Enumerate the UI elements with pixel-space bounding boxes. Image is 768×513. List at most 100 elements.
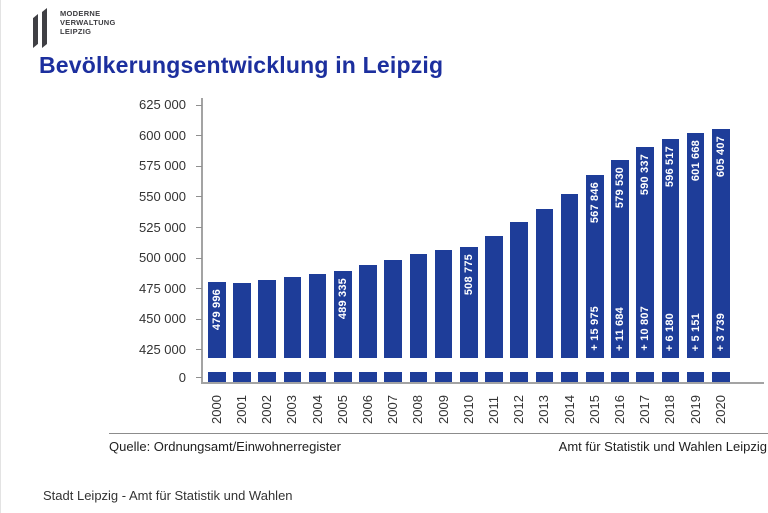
bar-stub-2004 [308,372,327,382]
bar-value-label: 579 530 [613,167,626,209]
x-axis-label-2004: 2004 [309,395,325,424]
source-right-text: Amt für Statistik und Wahlen Leipzig [558,439,767,454]
bar-stub-2017 [636,372,654,382]
y-axis-tick-mark [196,165,202,167]
y-axis-tick-mark [196,349,202,351]
x-axis-label-2018: 2018 [662,395,678,424]
bar-2006 [359,264,377,358]
bar-stub-2006 [359,372,377,382]
bar-value-label: 590 337 [639,154,652,196]
bar-stub-2007 [384,372,402,382]
y-axis-tick-mark [196,318,202,320]
x-axis-label-2011: 2011 [485,396,501,424]
bar-value-label: 601 668 [689,140,702,182]
bar-2017: 590 337 + 10 807 [636,147,654,358]
y-axis-tick-mark [196,135,202,137]
y-axis-tick-mark [196,377,202,378]
y-axis-tick-mark [196,227,202,229]
bar-value-label: 605 407 [714,135,727,177]
bar-stub-2002 [258,372,276,382]
bar-stub-2008 [409,372,428,382]
x-axis-label-2015: 2015 [586,395,602,424]
bar-2015: 567 846 + 15 975 [586,174,604,358]
bar-2007 [384,260,402,358]
page-title: Bevölkerungsentwicklung in Leipzig [39,52,444,78]
bar-delta-label: + 15 975 [588,306,601,351]
bar-delta-label: + 5 151 [689,312,702,351]
x-axis-label-2008: 2008 [410,395,426,424]
bar-stub-2013 [535,372,554,382]
y-axis-tick-label: 625 000 [139,97,186,113]
bar-stub-2005 [334,372,352,382]
bar-value-label: 567 846 [588,181,601,223]
bar-2000: 479 996 [208,282,226,358]
x-axis-label-2010: 2010 [460,395,476,424]
page-footer: Stadt Leipzig - Amt für Statistik und Wa… [43,488,293,503]
x-axis-label-2003: 2003 [284,395,300,424]
bar-2011 [485,236,503,358]
bar-2003 [283,277,302,358]
bar-2010: 508 775 [460,246,478,358]
bar-delta-label: + 10 807 [639,306,652,351]
bar-stub-2010 [460,372,478,382]
bar-2018: 596 517 + 6 180 [661,139,680,358]
y-axis-tick-label: 450 000 [139,311,186,327]
bar-stub-2011 [485,372,503,382]
x-axis-label-2013: 2013 [536,395,552,424]
bar-stub-2014 [560,372,579,382]
y-axis-tick-label: 525 000 [139,219,186,235]
logo-text: MODERNE VERWALTUNG LEIPZIG [60,9,116,49]
bar-stub-2001 [233,372,251,382]
y-axis-tick-label: 600 000 [139,127,186,143]
bar-stub-2020 [712,372,730,382]
x-axis-label-2009: 2009 [435,395,451,424]
logo-line-3: LEIPZIG [60,27,92,36]
y-axis-tick-label: 550 000 [139,188,186,204]
bar-stub-2003 [283,372,302,382]
bar-value-label: 479 996 [210,289,223,331]
bar-2004 [308,274,327,358]
y-axis-tick-label: 475 000 [139,280,186,296]
bar-2001 [233,283,251,358]
x-axis-line [201,382,764,384]
bar-2005: 489 335 [334,270,352,358]
bar-2020: 605 407 + 3 739 [712,128,730,358]
x-axis-label-2006: 2006 [359,395,375,424]
logo-line-1: MODERNE [60,9,101,18]
bar-2016: 579 530 + 11 684 [611,160,629,358]
bar-stub-2015 [586,372,604,382]
x-axis-label-2016: 2016 [611,395,627,424]
bar-stub-2012 [510,372,528,382]
x-axis-label-2019: 2019 [687,395,703,424]
bar-2009 [434,249,453,358]
y-axis-tick-mark [196,196,202,198]
bar-value-label: 596 517 [664,146,677,188]
bar-delta-label: + 11 684 [613,306,626,351]
bar-2002 [258,280,276,358]
bar-2012 [510,222,528,358]
source-divider [109,433,768,434]
bar-delta-label: + 3 739 [714,312,727,351]
y-axis-line [201,98,203,383]
x-axis-label-2017: 2017 [637,395,653,424]
bar-value-label: 489 335 [336,277,349,319]
bar-stub-2016 [611,372,629,382]
y-axis-tick-label: 500 000 [139,250,186,266]
x-axis-label-2005: 2005 [334,395,350,424]
y-axis-tick-label: 0 [178,369,186,385]
y-axis-tick-mark [196,257,202,259]
y-axis-tick-label: 575 000 [139,158,186,174]
x-axis-label-2000: 2000 [208,395,224,424]
x-axis-label-2001: 2001 [233,395,249,424]
logo-line-2: VERWALTUNG [60,18,116,27]
y-axis-tick-mark [196,104,202,106]
y-axis-tick-mark [196,288,202,290]
bar-2019: 601 668 + 5 151 [686,133,705,358]
bar-stub-2018 [661,372,680,382]
y-axis-tick-label: 425 000 [139,341,186,357]
source-left-text: Quelle: Ordnungsamt/Einwohnerregister [109,439,341,454]
x-axis-label-2007: 2007 [385,395,401,424]
bar-stub-2000 [208,372,226,382]
